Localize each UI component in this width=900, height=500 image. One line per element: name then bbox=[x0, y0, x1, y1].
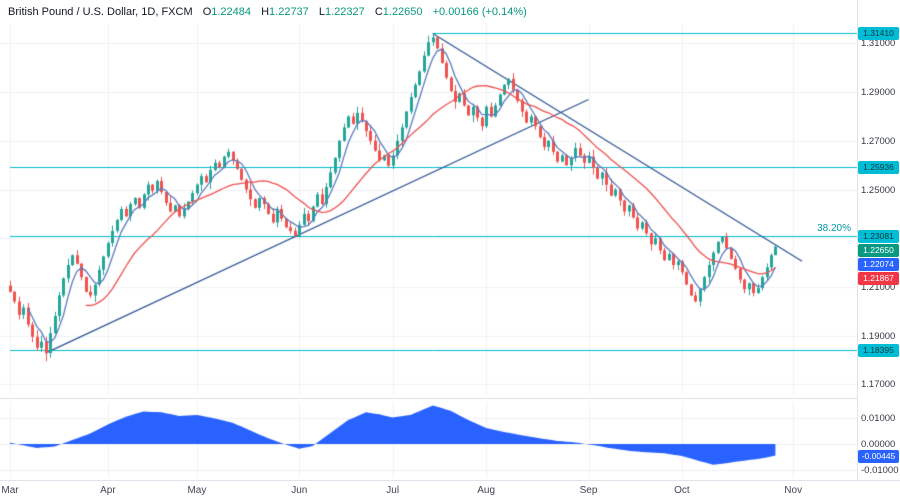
ohlc-close-label: C bbox=[374, 6, 383, 18]
indicator-axis-label: 0.01000 bbox=[861, 413, 896, 424]
time-axis-label: Mar bbox=[1, 485, 19, 496]
ohlc-low-label: L bbox=[318, 6, 325, 18]
price-axis-label: 1.17000 bbox=[861, 379, 896, 391]
time-axis-label: Sep bbox=[579, 485, 598, 496]
ohlc-close-value: 1.22650 bbox=[382, 6, 423, 18]
pane-resize-handle[interactable] bbox=[0, 398, 857, 399]
change-value: +0.00166 (+0.14%) bbox=[432, 6, 527, 18]
time-axis-separator bbox=[0, 480, 900, 481]
ohlc-high-value: 1.22737 bbox=[269, 6, 309, 18]
fib-level-badge: 1.23081 bbox=[858, 230, 899, 243]
price-axis-label: 1.27000 bbox=[861, 135, 896, 147]
price-axis-label: 1.21000 bbox=[861, 281, 896, 293]
time-axis-label: May bbox=[187, 485, 207, 496]
ma-blue-badge: 1.22074 bbox=[858, 258, 899, 271]
ohlc-low-value: 1.22327 bbox=[324, 6, 365, 18]
price-axis-label: 1.31000 bbox=[861, 38, 896, 50]
symbol-legend: British Pound / U.S. Dollar, 1D, FXCM O1… bbox=[8, 6, 527, 18]
indicator-value-badge: -0.00445 bbox=[858, 450, 899, 463]
time-axis-label: Aug bbox=[477, 485, 496, 496]
symbol-title[interactable]: British Pound / U.S. Dollar, 1D, FXCM bbox=[8, 6, 193, 18]
price-axis-label: 1.29000 bbox=[861, 87, 896, 99]
indicator-axis-label: 0.00000 bbox=[861, 439, 896, 450]
hline-badge: 1.25936 bbox=[858, 161, 899, 174]
ohlc-open-label: O bbox=[202, 6, 212, 18]
indicator-axis-label: -0.01000 bbox=[861, 465, 899, 476]
time-axis-label: Jul bbox=[386, 485, 400, 496]
price-axis-label: 1.25000 bbox=[861, 184, 896, 196]
ohlc-high-label: H bbox=[261, 6, 270, 18]
last-price-badge: 1.22650 bbox=[858, 244, 899, 257]
time-axis-label: Jun bbox=[291, 485, 308, 496]
time-axis-label: Apr bbox=[100, 485, 116, 496]
time-axis-label: Nov bbox=[784, 485, 803, 496]
hline-badge: 1.18395 bbox=[858, 344, 899, 357]
ohlc-open-value: 1.22484 bbox=[211, 6, 252, 18]
time-axis-label: Oct bbox=[674, 485, 690, 496]
price-axis-label: 1.19000 bbox=[861, 330, 896, 342]
axis-separator bbox=[857, 0, 858, 480]
ma-red-badge: 1.21867 bbox=[858, 272, 899, 285]
fib-level-label: 38.20% bbox=[817, 223, 851, 235]
hline-badge: 1.31410 bbox=[858, 27, 899, 40]
